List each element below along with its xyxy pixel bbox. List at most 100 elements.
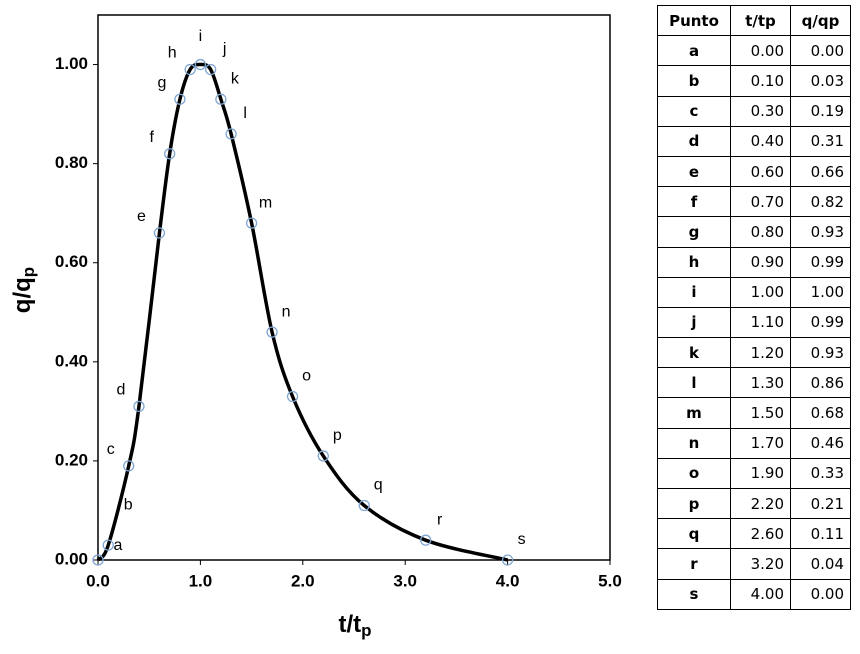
table-cell: s — [657, 578, 731, 610]
y-tick-label: 0.60 — [55, 252, 88, 271]
table-cell: 0.31 — [790, 125, 851, 157]
table-cell: c — [657, 95, 731, 127]
x-tick-label: 0.0 — [86, 571, 110, 590]
point-label: h — [168, 45, 177, 62]
header-cell: Punto — [657, 4, 731, 37]
point-label: d — [117, 382, 126, 399]
table-row: l 1.30 0.86 — [657, 367, 851, 399]
point-label: s — [518, 531, 526, 548]
table-cell: 0.66 — [790, 155, 851, 188]
table-cell: 0.99 — [790, 246, 851, 278]
table-cell: 0.80 — [730, 216, 791, 248]
table-cell: 0.82 — [790, 186, 851, 218]
table-cell: h — [657, 246, 731, 278]
table-cell: 0.00 — [790, 35, 851, 67]
table-cell: l — [657, 367, 731, 399]
marker — [123, 460, 135, 472]
table-cell: 0.90 — [730, 246, 791, 278]
data-table: Punto t/tp q/qp a 0.00 0.00 b 0.10 0.03 c 0.30 0.19… — [657, 4, 851, 610]
table-cell: 0.40 — [730, 125, 791, 157]
table-cell: k — [657, 337, 731, 369]
table-row: h 0.90 0.99 — [657, 246, 851, 278]
point-label: f — [149, 129, 154, 146]
point-label: r — [437, 511, 443, 528]
point-label: o — [302, 368, 311, 385]
table-cell: p — [657, 487, 731, 520]
header-cell: q/qp — [790, 4, 851, 37]
point-label: q — [374, 477, 383, 494]
table-cell: 0.19 — [790, 95, 851, 127]
point-label: p — [333, 427, 342, 444]
point-label: k — [231, 70, 240, 87]
point-label: b — [124, 496, 133, 513]
table-cell: 1.90 — [730, 457, 791, 490]
x-axis-title-main: t/t — [338, 611, 361, 638]
marker — [286, 390, 299, 403]
table-cell: 0.11 — [790, 518, 851, 550]
chart: t/tp q/qp 0.000.200.400.600.801.000.0 1.0… — [9, 14, 622, 640]
x-axis-title: t/tp — [338, 611, 371, 640]
table-cell: 1.70 — [730, 427, 791, 459]
table-cell: n — [657, 427, 731, 459]
point-label: m — [259, 194, 272, 211]
table-row: r 3.20 0.04 — [657, 548, 851, 580]
table-cell: 1.00 — [790, 276, 851, 308]
table-row: m 1.50 0.68 — [657, 397, 851, 429]
table-cell: e — [657, 155, 731, 188]
x-tick-label: 5.0 — [598, 571, 622, 590]
table-cell: 0.04 — [790, 548, 851, 580]
marker — [92, 554, 104, 566]
y-tick-label: 0.40 — [55, 351, 88, 370]
table-cell: 0.03 — [790, 65, 851, 97]
marker — [501, 554, 514, 566]
table-cell: r — [657, 548, 731, 580]
marker — [102, 539, 114, 551]
table-cell: 1.10 — [730, 306, 791, 339]
marker — [317, 450, 329, 462]
point-label: j — [222, 41, 227, 58]
marker — [184, 63, 196, 76]
marker — [153, 227, 166, 239]
x-axis-title-sub: p — [361, 621, 371, 640]
table-cell: 1.50 — [730, 397, 791, 429]
point-label: i — [199, 28, 203, 45]
table-cell: 1.30 — [730, 367, 791, 399]
table-cell: 0.46 — [790, 427, 851, 459]
table-cell: d — [657, 125, 731, 157]
table-cell: 0.33 — [790, 457, 851, 490]
table-cell: 0.86 — [790, 367, 851, 399]
table-row: n 1.70 0.46 — [657, 427, 851, 459]
table-cell: 0.60 — [730, 155, 791, 188]
table-cell: b — [657, 65, 731, 97]
y-tick-label: 0.00 — [55, 549, 88, 568]
curve — [96, 62, 509, 562]
table-cell: 0.00 — [790, 578, 851, 610]
table-row: a 0.00 0.00 — [657, 35, 851, 67]
point-label: c — [107, 441, 115, 458]
table-row: j 1.10 0.99 — [657, 306, 851, 339]
table-cell: i — [657, 276, 731, 308]
point-label: l — [243, 105, 247, 122]
marker — [266, 326, 278, 338]
point-label: e — [137, 208, 146, 225]
table-row: s 4.00 0.00 — [657, 578, 851, 610]
marker — [420, 534, 432, 546]
y-axis-title: q/qp — [9, 267, 38, 313]
x-tick-label: 4.0 — [496, 571, 520, 590]
marker — [194, 58, 207, 71]
marker — [225, 128, 237, 140]
table-row: e 0.60 0.66 — [657, 155, 851, 188]
table-row: i 1.00 1.00 — [657, 276, 851, 308]
y-tick-label: 0.20 — [55, 450, 88, 469]
table-row: b 0.10 0.03 — [657, 65, 851, 97]
table-row: d 0.40 0.31 — [657, 125, 851, 157]
table-cell: 0.21 — [790, 487, 851, 520]
table-cell: 0.93 — [790, 216, 851, 248]
table-cell: 0.70 — [730, 186, 791, 218]
table-cell: 0.99 — [790, 306, 851, 339]
x-tick-label: 1.0 — [189, 571, 213, 590]
point-label: a — [114, 537, 123, 554]
table-row: c 0.30 0.19 — [657, 95, 851, 127]
marker — [245, 217, 258, 229]
